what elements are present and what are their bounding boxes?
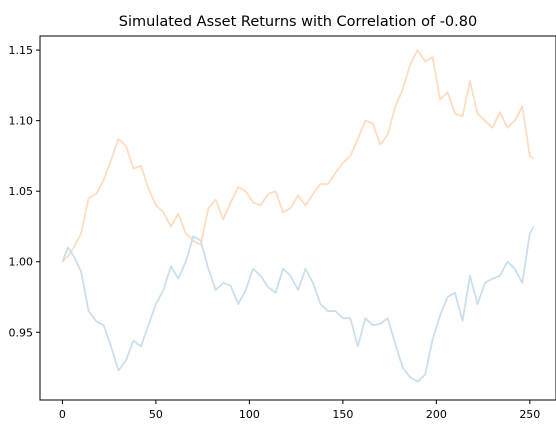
x-tick-label: 250 xyxy=(519,408,540,421)
y-tick-label: 1.15 xyxy=(9,44,34,57)
x-tick-label: 50 xyxy=(149,408,163,421)
series-line-2 xyxy=(61,226,535,383)
x-tick-label: 200 xyxy=(426,408,447,421)
y-tick-label: 0.95 xyxy=(9,326,34,339)
y-tick-label: 1.05 xyxy=(9,185,34,198)
y-tick-label: 1.00 xyxy=(9,256,34,269)
series-layer xyxy=(61,49,535,383)
x-tick-label: 0 xyxy=(59,408,66,421)
chart-title: Simulated Asset Returns with Correlation… xyxy=(119,14,477,30)
x-tick-label: 100 xyxy=(239,408,260,421)
plot-frame xyxy=(39,35,556,401)
series-line-1 xyxy=(61,49,535,263)
x-tick-label: 150 xyxy=(332,408,353,421)
y-axis: 0.95 1.00 1.05 1.10 1.15 xyxy=(9,44,40,339)
y-tick-label: 1.10 xyxy=(9,115,34,128)
x-axis: 0 50 100 150 200 250 xyxy=(59,400,540,421)
